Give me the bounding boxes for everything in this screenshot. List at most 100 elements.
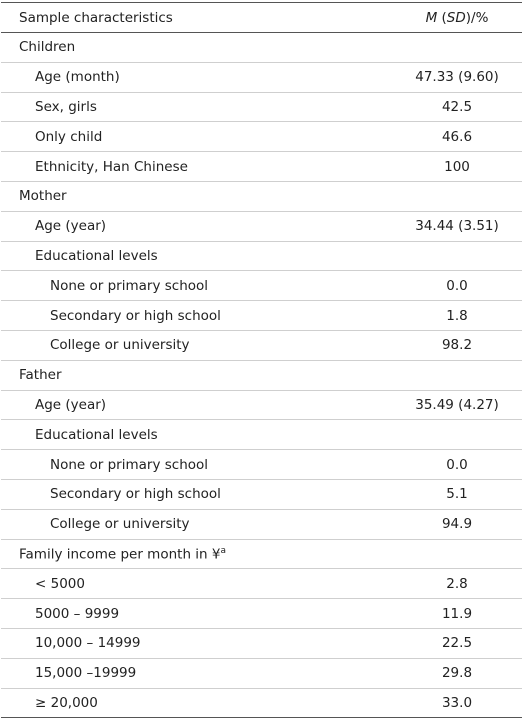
table-row: Mother — [1, 181, 522, 212]
label-cell: College or university — [1, 509, 392, 540]
table-row: Sex, girls 42.5 — [1, 92, 522, 123]
header-row: Sample characteristics M (SD)/% — [1, 2, 522, 33]
label-text: Educational levels — [35, 247, 158, 264]
label-text: None or primary school — [50, 456, 209, 473]
value-cell: 33.0 — [392, 688, 522, 719]
value-cell: 94.9 — [392, 509, 522, 540]
value-cell: 22.5 — [392, 628, 522, 659]
label-text: Children — [19, 39, 76, 56]
label-text: Ethnicity, Han Chinese — [35, 158, 188, 175]
label-cell: Family income per month in ¥a — [1, 539, 392, 570]
table-row: Children — [1, 32, 522, 63]
label-cell: ≥ 20,000 — [1, 688, 392, 719]
label-text: Family income per month in ¥ — [19, 546, 221, 563]
value-cell: 11.9 — [392, 598, 522, 629]
table-row: Ethnicity, Han Chinese 100 — [1, 151, 522, 182]
label-cell: Educational levels — [1, 419, 392, 451]
label-cell: Secondary or high school — [1, 479, 392, 510]
value-cell: 0.0 — [392, 270, 522, 302]
header-text: SD — [446, 9, 466, 26]
table-row: Secondary or high school 1.8 — [1, 300, 522, 331]
table-row: Secondary or high school 5.1 — [1, 479, 522, 510]
header-cell: Sample characteristics — [1, 2, 392, 33]
table-row: Father — [1, 360, 522, 391]
table-row: Family income per month in ¥a — [1, 539, 522, 570]
label-text: Educational levels — [35, 426, 158, 443]
value-cell: 42.5 — [392, 92, 522, 123]
value-cell — [392, 539, 522, 570]
label-cell: Secondary or high school — [1, 300, 392, 331]
value-cell — [392, 419, 522, 451]
value-cell: 29.8 — [392, 658, 522, 689]
label-text: Father — [19, 367, 62, 384]
label-cell: Only child — [1, 121, 392, 153]
label-text: College or university — [50, 337, 190, 354]
label-text: Age (year) — [35, 396, 107, 413]
label-text: Only child — [35, 128, 103, 145]
value-cell — [392, 241, 522, 272]
value-cell — [392, 181, 522, 212]
label-cell: None or primary school — [1, 449, 392, 480]
label-cell: Mother — [1, 181, 392, 212]
label-text: Sex, girls — [35, 98, 97, 115]
label-cell: Age (year) — [1, 390, 392, 421]
label-cell: < 5000 — [1, 568, 392, 600]
label-cell: Ethnicity, Han Chinese — [1, 151, 392, 182]
label-text: Secondary or high school — [50, 486, 221, 503]
label-text: < 5000 — [35, 575, 85, 592]
header-text: M — [425, 9, 438, 26]
label-cell: Age (month) — [1, 62, 392, 93]
footnote-mark: a — [220, 545, 226, 556]
table-row: 5000 – 9999 11.9 — [1, 598, 522, 629]
value-cell: 100 — [392, 151, 522, 182]
label-text: None or primary school — [50, 277, 209, 294]
label-cell: Educational levels — [1, 241, 392, 272]
table-row: None or primary school 0.0 — [1, 449, 522, 480]
value-cell — [392, 32, 522, 63]
label-text: 5000 – 9999 — [35, 605, 120, 622]
label-text: Age (month) — [35, 69, 120, 86]
value-cell — [392, 360, 522, 391]
table-row: 10,000 – 14999 22.5 — [1, 628, 522, 659]
table-row: < 5000 2.8 — [1, 568, 522, 600]
header-text: ( — [437, 9, 447, 26]
label-text: College or university — [50, 516, 190, 533]
table-row: Educational levels — [1, 419, 522, 451]
value-cell: 2.8 — [392, 568, 522, 600]
label-text: Secondary or high school — [50, 307, 221, 324]
label-text: ≥ 20,000 — [35, 694, 98, 711]
value-cell: 0.0 — [392, 449, 522, 480]
table-row: 15,000 –19999 29.8 — [1, 658, 522, 689]
label-text: 15,000 –19999 — [35, 665, 137, 682]
table-row: None or primary school 0.0 — [1, 270, 522, 302]
value-cell: 46.6 — [392, 121, 522, 153]
label-cell: Age (year) — [1, 211, 392, 242]
value-cell: 35.49 (4.27) — [392, 390, 522, 421]
value-cell: 5.1 — [392, 479, 522, 510]
table-body: Children Age (month) 47.33 (9.60) Sex, girl… — [1, 32, 522, 719]
table-row: College or university 94.9 — [1, 509, 522, 540]
label-cell: None or primary school — [1, 270, 392, 302]
table-row: Only child 46.6 — [1, 121, 522, 153]
header-text: )/% — [465, 9, 489, 26]
value-cell: 98.2 — [392, 330, 522, 361]
label-cell: 15,000 –19999 — [1, 658, 392, 689]
label-text: Mother — [19, 188, 67, 205]
label-cell: Father — [1, 360, 392, 391]
value-cell: 1.8 — [392, 300, 522, 331]
label-cell: Sex, girls — [1, 92, 392, 123]
value-cell: 34.44 (3.51) — [392, 211, 522, 242]
header-cell: M (SD)/% — [392, 2, 522, 33]
value-cell: 47.33 (9.60) — [392, 62, 522, 93]
label-cell: College or university — [1, 330, 392, 361]
label-text: 10,000 – 14999 — [35, 635, 141, 652]
label-cell: 5000 – 9999 — [1, 598, 392, 629]
table-row: College or university 98.2 — [1, 330, 522, 361]
label-cell: 10,000 – 14999 — [1, 628, 392, 659]
label-cell: Children — [1, 32, 392, 63]
table-row: Age (year) 34.44 (3.51) — [1, 211, 522, 242]
table-row: Age (month) 47.33 (9.60) — [1, 62, 522, 93]
table-row: Educational levels — [1, 241, 522, 272]
